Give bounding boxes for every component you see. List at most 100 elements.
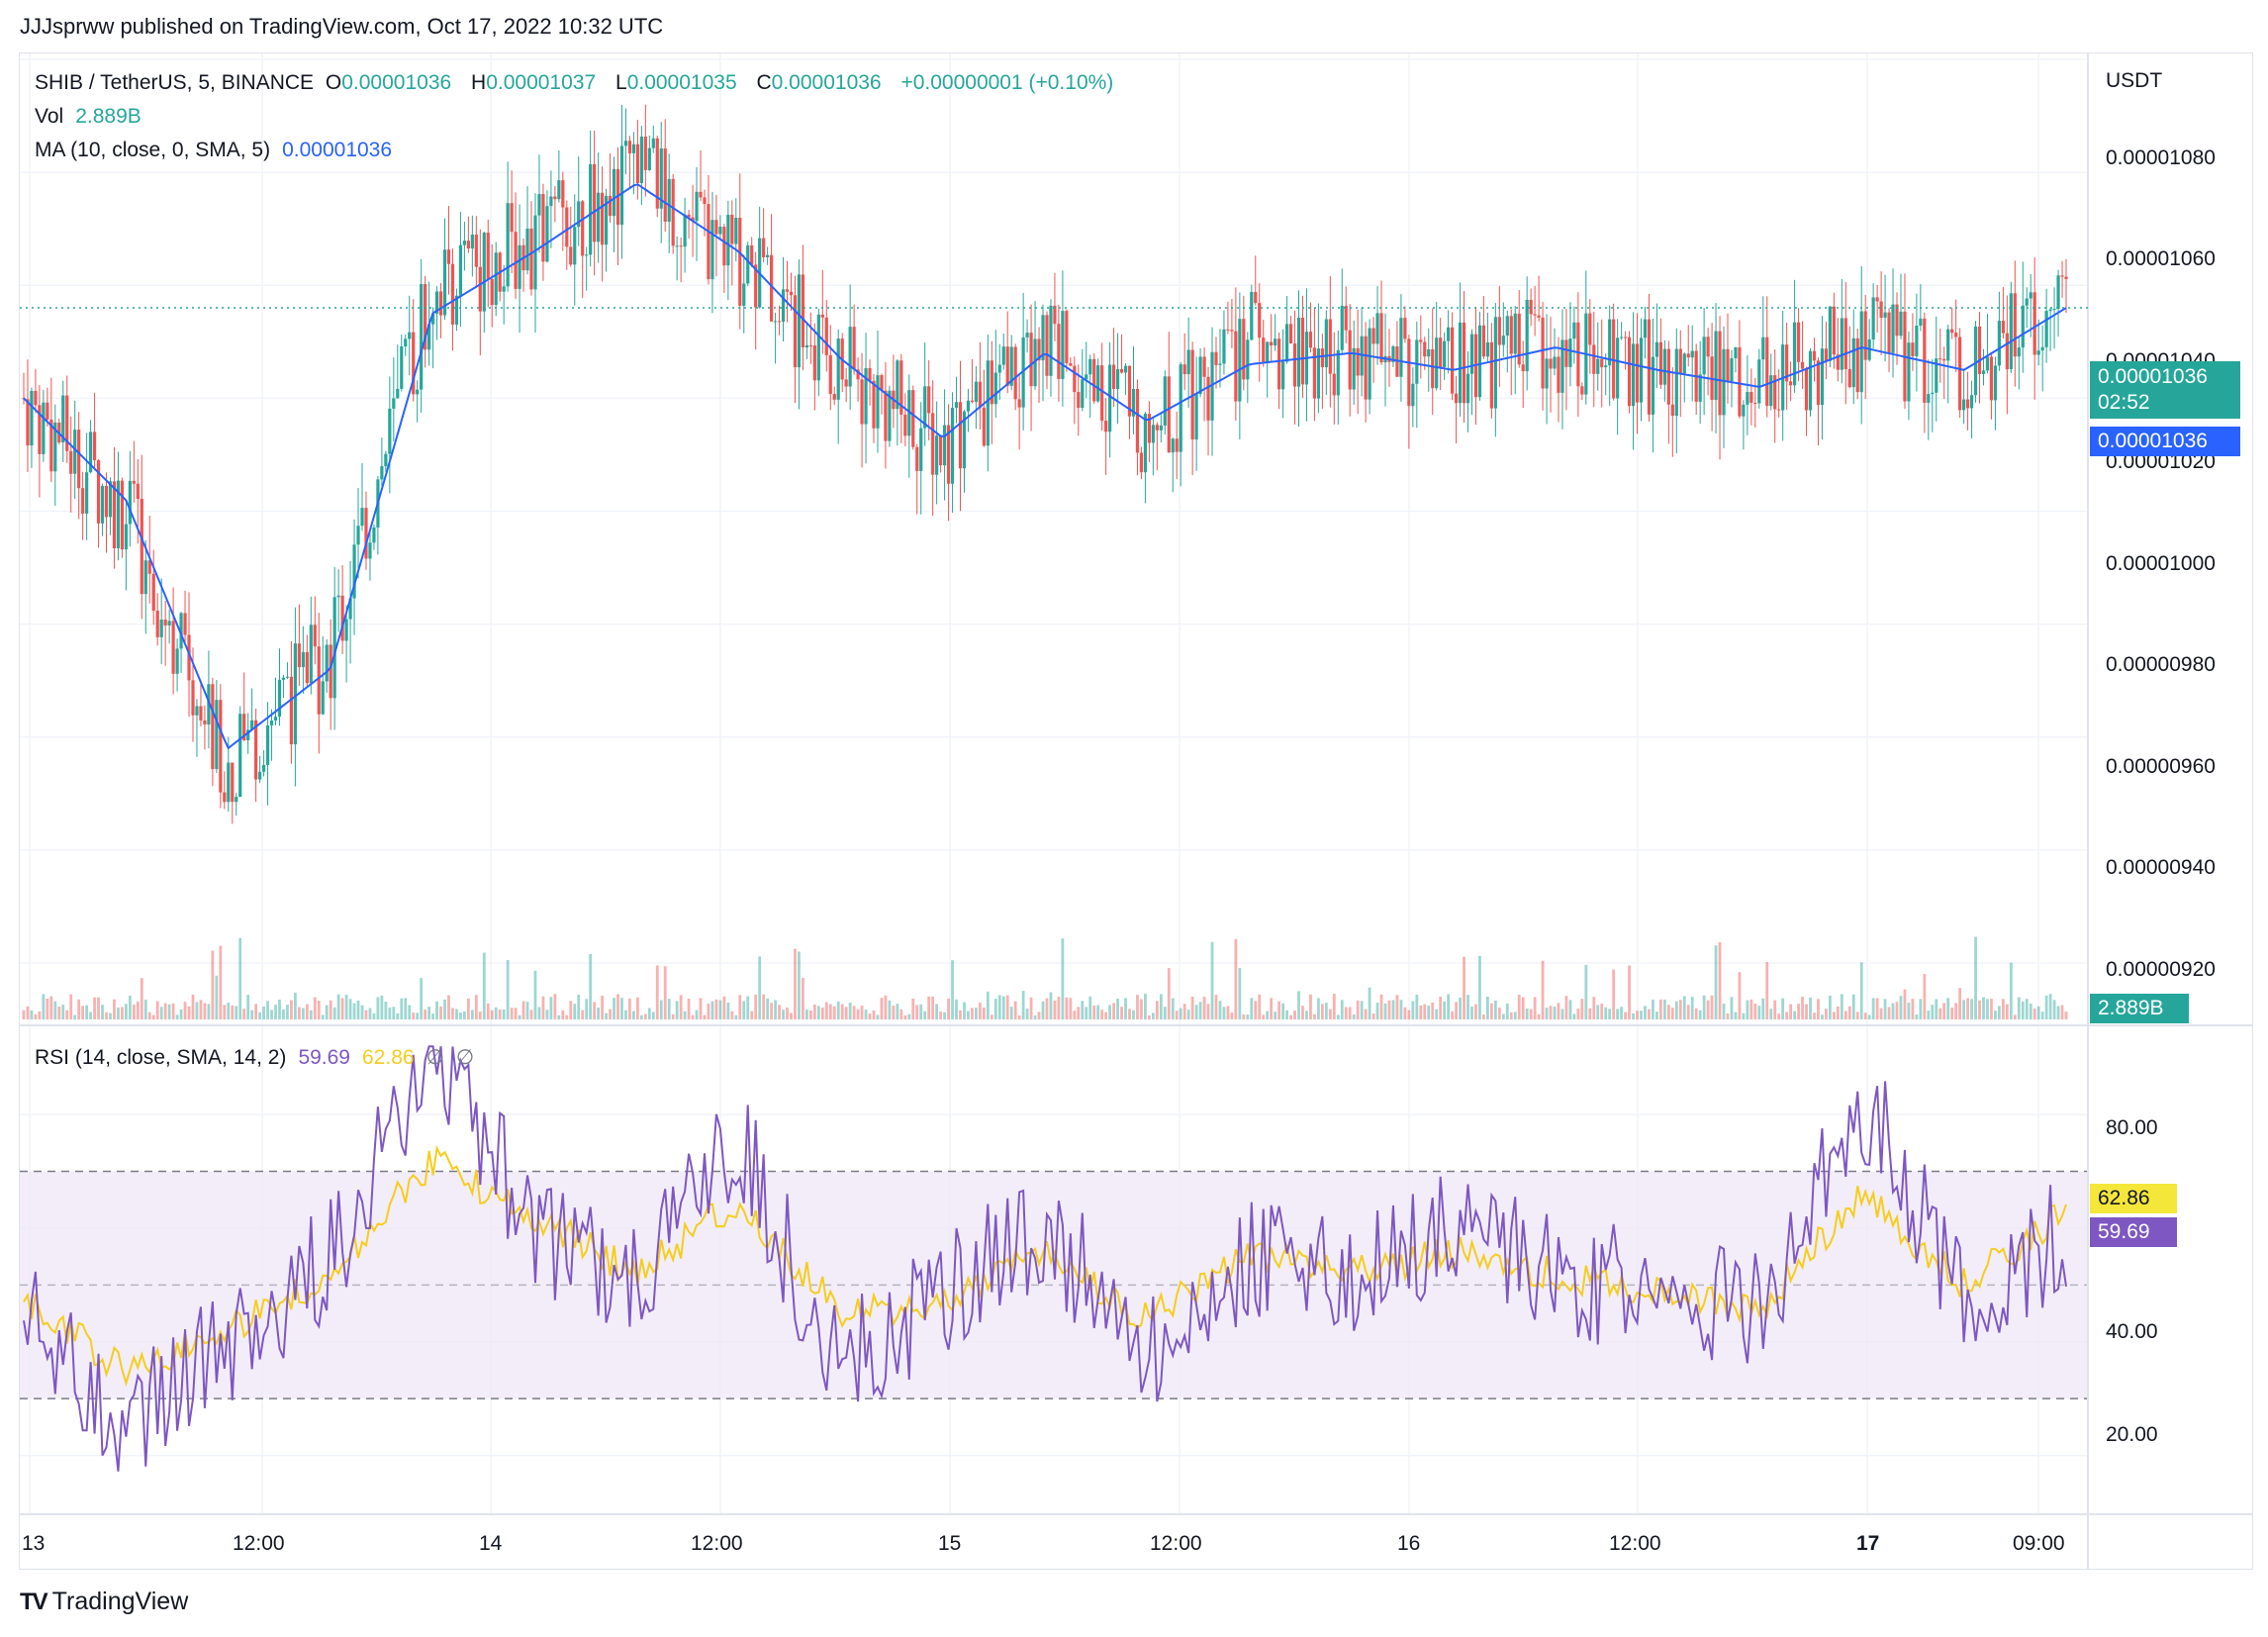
volume-bar [470, 1010, 474, 1019]
volume-bar [754, 994, 758, 1019]
candle-body [175, 648, 179, 674]
volume-bar [22, 1010, 26, 1019]
volume-label[interactable]: Vol [35, 105, 64, 128]
volume-bar [1403, 1007, 1407, 1019]
candle-body [801, 274, 805, 348]
candle-body [187, 634, 191, 681]
candle-body [1769, 375, 1773, 407]
volume-bar [352, 1003, 356, 1019]
volume-bar [1489, 1003, 1493, 1019]
candle-body [1564, 339, 1568, 367]
candle-body [416, 389, 420, 395]
high-value: 0.00001037 [486, 71, 597, 94]
candle-body [1100, 365, 1104, 422]
candle-body [766, 254, 770, 257]
volume-bar [1305, 1011, 1308, 1019]
candle-body [812, 345, 816, 381]
volume-bar [1435, 1009, 1439, 1019]
candle-body [442, 249, 447, 316]
candle-body [136, 483, 140, 500]
candle-body [1069, 362, 1073, 366]
candle-body [30, 390, 34, 446]
candle-body [42, 402, 46, 454]
candle-body [1891, 304, 1895, 353]
volume-bar [1120, 1007, 1123, 1019]
volume-bar [42, 994, 46, 1019]
volume-bar [943, 1011, 946, 1019]
volume-bar [1698, 1010, 1702, 1019]
volume-bar [790, 1012, 793, 1019]
volume-bar [482, 952, 486, 1019]
volume-bar [1580, 999, 1584, 1019]
volume-value: 2.889B [75, 105, 142, 128]
candle-body [1391, 345, 1395, 362]
candle-body [1292, 343, 1297, 387]
volume-bar [730, 1011, 734, 1019]
volume-bar [1706, 1000, 1710, 1019]
volume-bar [132, 1005, 136, 1019]
candle-body [1497, 317, 1501, 345]
volume-bar [171, 1003, 175, 1019]
candle-body [1163, 376, 1167, 426]
candle-body [1493, 317, 1497, 409]
volume-bar [1620, 1007, 1624, 1019]
candle-body [1284, 324, 1289, 362]
volume-bar [655, 965, 659, 1019]
volume-bar [2040, 1011, 2044, 1019]
candle-body [1793, 322, 1797, 386]
candle-body [1277, 338, 1281, 390]
candle-body [1938, 358, 1942, 360]
volume-bar [2001, 999, 2005, 1019]
candle-body [1714, 331, 1718, 401]
volume-bar [1773, 1000, 1777, 1019]
symbol-label[interactable]: SHIB / TetherUS, 5, BINANCE [35, 71, 315, 94]
candle-body [482, 233, 486, 312]
candle-body [703, 197, 707, 205]
candle-body [2064, 276, 2068, 279]
candle-body [352, 544, 356, 599]
volume-bars [22, 936, 2068, 1019]
volume-bar [1277, 1001, 1281, 1019]
volume-bar [907, 1013, 911, 1019]
candle-body [820, 314, 824, 318]
footer-branding[interactable]: TV TradingView [20, 1588, 188, 1616]
volume-bar [262, 1006, 265, 1019]
volume-bar [1309, 994, 1312, 1019]
volume-bar [329, 1000, 332, 1019]
volume-bar [1710, 995, 1714, 1019]
volume-bar [1218, 1001, 1222, 1019]
candle-body [242, 714, 246, 741]
volume-bar [69, 994, 73, 1019]
candle-body [643, 137, 647, 170]
candle-body [1588, 313, 1592, 345]
volume-bar [1037, 1011, 1041, 1019]
close-label: C [756, 71, 772, 94]
candle-body [726, 214, 730, 266]
volume-bar [364, 1010, 368, 1019]
ma-label[interactable]: MA (10, close, 0, SMA, 5) [35, 139, 271, 161]
volume-bar [301, 1008, 305, 1019]
volume-bar [860, 1006, 864, 1019]
candle-body [1623, 337, 1628, 338]
volume-bar [521, 1001, 525, 1019]
candle-body [1513, 313, 1517, 354]
volume-bar [1356, 1000, 1360, 1019]
volume-bar [1159, 994, 1163, 1019]
volume-bar [97, 997, 100, 1019]
rsi-label[interactable]: RSI (14, close, SMA, 14, 2) [35, 1046, 287, 1069]
candle-body [1931, 392, 1935, 395]
candle-body [525, 228, 529, 271]
volume-bar [147, 1011, 151, 1019]
candle-body [1855, 337, 1859, 393]
candle-body [1576, 322, 1580, 387]
volume-bar [510, 1008, 514, 1019]
time-tick: 12:00 [691, 1532, 743, 1555]
candle-body [430, 313, 435, 325]
candle-body [1742, 404, 1746, 417]
candle-body [143, 560, 147, 595]
candle-body [490, 278, 494, 306]
candle-body [434, 291, 439, 314]
volume-bar [518, 1014, 521, 1019]
volume-bar [786, 1008, 789, 1019]
